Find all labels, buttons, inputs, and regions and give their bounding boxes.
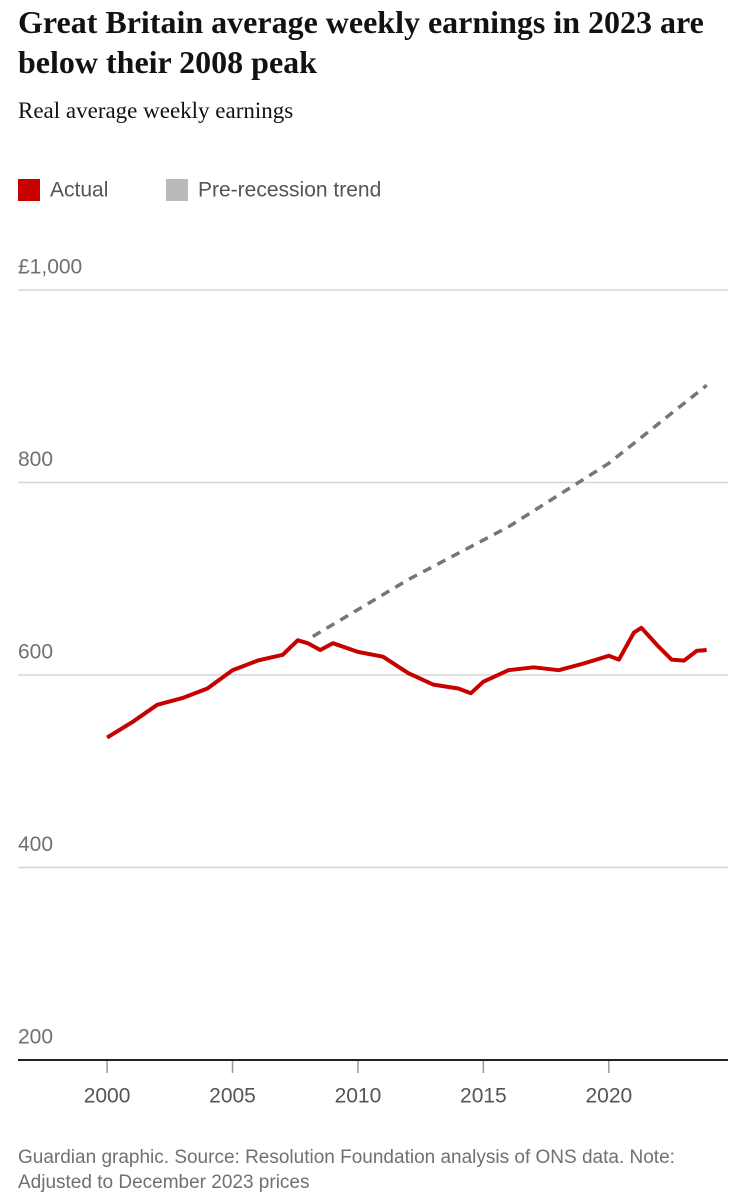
y-tick-label: 600	[18, 641, 53, 664]
x-tick-label: 2000	[84, 1085, 131, 1108]
legend-label: Actual	[50, 179, 108, 202]
chart-footer: Guardian graphic. Source: Resolution Fou…	[18, 1147, 675, 1193]
legend-swatch	[166, 179, 188, 201]
series-line	[106, 625, 707, 740]
legend-label: Pre-recession trend	[198, 179, 381, 202]
y-tick-label: 800	[18, 448, 53, 471]
x-tick-label: 2015	[460, 1085, 507, 1108]
series-line	[311, 383, 708, 639]
legend-swatch	[18, 179, 40, 201]
chart-subtitle: Real average weekly earnings	[18, 98, 294, 123]
x-tick-label: 2010	[335, 1085, 382, 1108]
y-tick-label: 200	[18, 1026, 53, 1049]
y-tick-label: 400	[18, 833, 53, 856]
x-tick-label: 2020	[585, 1085, 632, 1108]
chart-title: Great Britain average weekly earnings in…	[18, 4, 704, 80]
y-tick-label: £1,000	[18, 256, 82, 279]
chart: Actual Pre-recession trend 200 400 600 800 £1,…	[18, 179, 728, 1108]
x-tick-label: 2005	[209, 1085, 256, 1108]
